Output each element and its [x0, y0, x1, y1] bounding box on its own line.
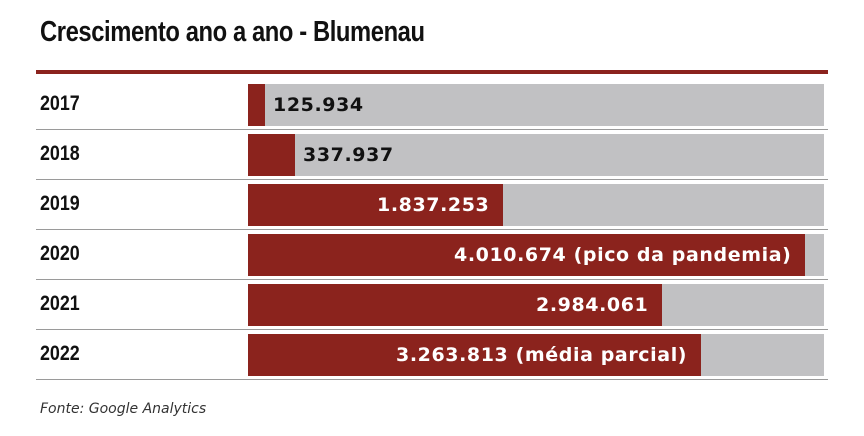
bar-row: 2017 125.934 [36, 80, 828, 130]
row-divider [36, 229, 828, 230]
row-divider [36, 329, 828, 330]
title-rule [36, 70, 828, 74]
category-label: 2020 [40, 242, 80, 265]
bar-track: 1.837.253 [248, 184, 824, 226]
bar-track: 2.984.061 [248, 284, 824, 326]
bar-row: 2018 337.937 [36, 130, 828, 180]
bar [248, 234, 805, 276]
category-label: 2018 [40, 142, 80, 165]
category-label: 2022 [40, 342, 80, 365]
bar [248, 84, 265, 126]
bar [248, 334, 701, 376]
row-divider [36, 129, 828, 130]
category-label: 2017 [40, 92, 80, 115]
data-label: 2.984.061 [536, 294, 649, 316]
data-label: 337.937 [303, 144, 394, 166]
bar-track: 337.937 [248, 134, 824, 176]
category-label: 2019 [40, 192, 80, 215]
bar [248, 184, 503, 226]
data-label: 1.837.253 [377, 194, 490, 216]
row-divider [36, 279, 828, 280]
bar-track: 125.934 [248, 84, 824, 126]
category-label: 2021 [40, 292, 80, 315]
row-divider [36, 379, 828, 380]
row-divider [36, 179, 828, 180]
bar-row: 2021 2.984.061 [36, 280, 828, 330]
bar-track: 4.010.674 (pico da pandemia) [248, 234, 824, 276]
bar-track: 3.263.813 (média parcial) [248, 334, 824, 376]
bar-row: 2022 3.263.813 (média parcial) [36, 330, 828, 380]
chart-title: Crescimento ano a ano - Blumenau [40, 16, 425, 48]
bar-row: 2019 1.837.253 [36, 180, 828, 230]
bar [248, 134, 295, 176]
bar [248, 284, 662, 326]
data-label: 4.010.674 (pico da pandemia) [454, 244, 792, 266]
data-label: 3.263.813 (média parcial) [396, 344, 688, 366]
source-note: Fonte: Google Analytics [40, 401, 207, 417]
bar-row: 2020 4.010.674 (pico da pandemia) [36, 230, 828, 280]
data-label: 125.934 [273, 94, 364, 116]
